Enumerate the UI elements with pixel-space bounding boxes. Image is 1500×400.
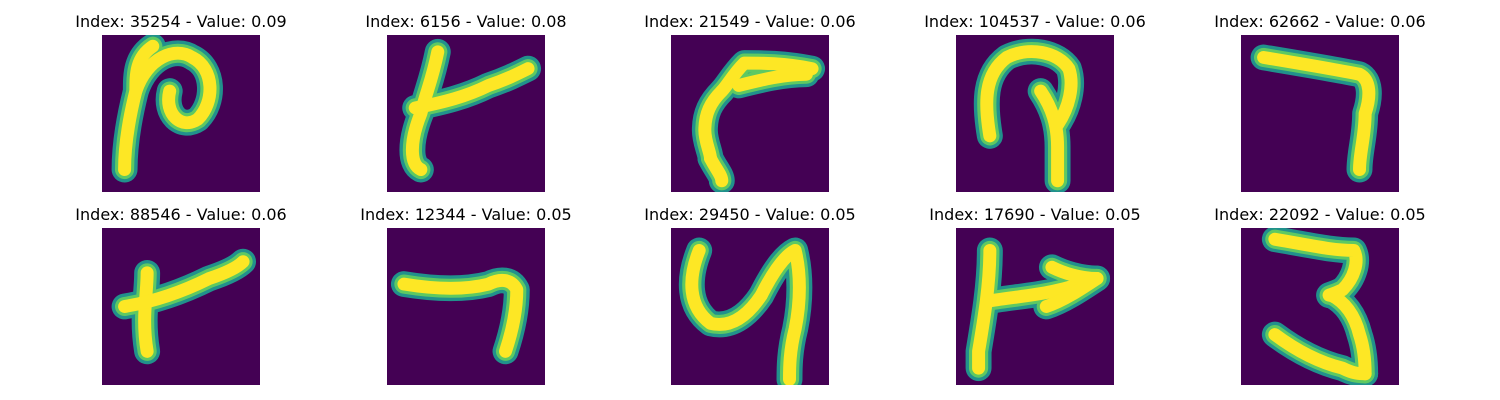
handwritten-stroke-icon (1241, 228, 1399, 385)
panel-title: Index: 6156 - Value: 0.08 (365, 12, 567, 31)
handwritten-stroke-icon (956, 35, 1114, 192)
panel-title: Index: 17690 - Value: 0.05 (929, 205, 1141, 224)
panel-4: Index: 104537 - Value: 0.06 (900, 12, 1170, 197)
handwritten-stroke-icon (671, 35, 829, 192)
panel-title: Index: 104537 - Value: 0.06 (924, 12, 1146, 31)
handwritten-stroke-icon (102, 35, 260, 192)
panel-2: Index: 6156 - Value: 0.08 (331, 12, 601, 197)
panel-7: Index: 12344 - Value: 0.05 (331, 205, 601, 390)
panel-5: Index: 62662 - Value: 0.06 (1185, 12, 1455, 197)
panel-title: Index: 22092 - Value: 0.05 (1214, 205, 1426, 224)
panel-title: Index: 88546 - Value: 0.06 (75, 205, 287, 224)
panel-1: Index: 35254 - Value: 0.09 (46, 12, 316, 197)
panel-8: Index: 29450 - Value: 0.05 (615, 205, 885, 390)
handwritten-stroke-icon (387, 35, 545, 192)
handwritten-stroke-icon (1241, 35, 1399, 192)
panel-10: Index: 22092 - Value: 0.05 (1185, 205, 1455, 390)
panel-title: Index: 62662 - Value: 0.06 (1214, 12, 1426, 31)
handwritten-stroke-icon (671, 228, 829, 385)
handwritten-stroke-icon (102, 228, 260, 385)
handwritten-stroke-icon (956, 228, 1114, 385)
panel-9: Index: 17690 - Value: 0.05 (900, 205, 1170, 390)
panel-title: Index: 35254 - Value: 0.09 (75, 12, 287, 31)
panel-title: Index: 12344 - Value: 0.05 (360, 205, 572, 224)
panel-title: Index: 21549 - Value: 0.06 (644, 12, 856, 31)
handwritten-stroke-icon (387, 228, 545, 385)
panel-title: Index: 29450 - Value: 0.05 (644, 205, 856, 224)
panel-6: Index: 88546 - Value: 0.06 (46, 205, 316, 390)
panel-3: Index: 21549 - Value: 0.06 (615, 12, 885, 197)
